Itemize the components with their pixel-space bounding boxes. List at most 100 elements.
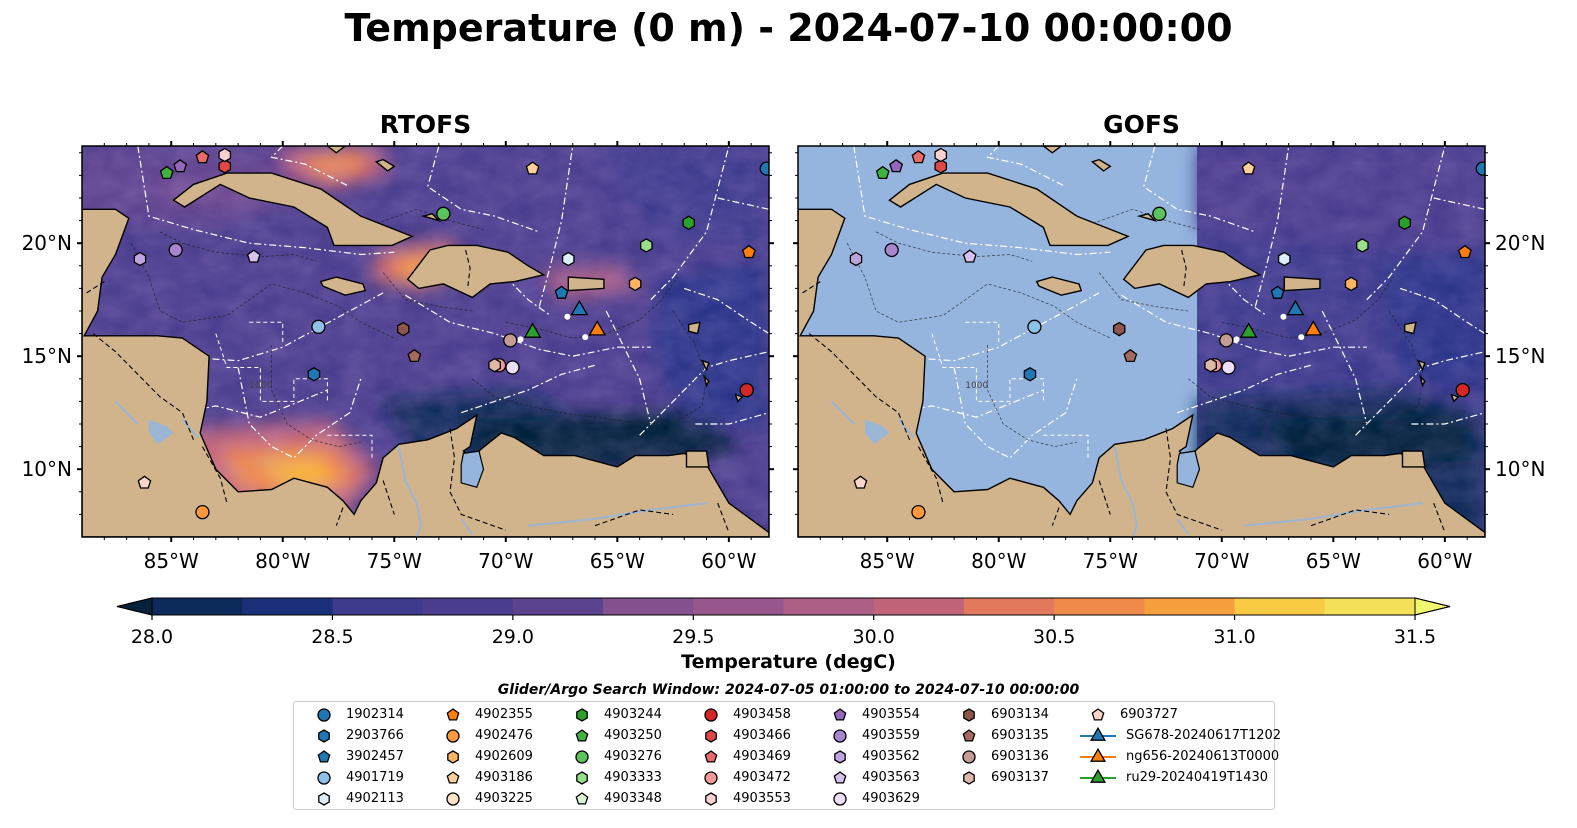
legend-shape (1091, 708, 1105, 721)
legend-shape (834, 750, 846, 764)
country-border (465, 249, 471, 287)
eez-line (1121, 294, 1367, 357)
x-tick-label: 85°W (144, 549, 199, 573)
bathymetry-contour (846, 243, 1111, 339)
colorbar-tick-label: 31.5 (1394, 626, 1436, 648)
y-tick-label: 15°N (22, 344, 72, 368)
eez-line (1366, 146, 1446, 301)
lake (148, 419, 174, 445)
glider-marker-SG678-20240617T1202 (570, 299, 589, 316)
legend-item-label: 6903137 (991, 770, 1049, 785)
obs-marker-4902609 (1344, 276, 1358, 292)
eez-line (1177, 364, 1312, 414)
legend-item-label: 4902476 (475, 728, 533, 743)
glider-track-ru29-20240419T1430 (1233, 336, 1240, 343)
legend-marker-icon (963, 771, 975, 785)
obs-marker-4903466 (934, 159, 948, 174)
glider-marker-ng656-20240613T0000 (1304, 320, 1323, 336)
eez-line (538, 146, 574, 307)
eez-line (405, 294, 651, 357)
river (897, 418, 915, 439)
legend-item-label: 4902609 (475, 749, 533, 764)
bathymetry-contour (382, 272, 473, 312)
x-tick-label: 80°W (971, 549, 1026, 573)
y-tick-label: 15°N (1495, 344, 1545, 368)
legend-shape (962, 750, 976, 764)
eez-line (986, 146, 1066, 188)
legend-item-label: 3902457 (346, 749, 404, 764)
legend-item-label: 4903563 (862, 770, 920, 785)
legend-item-label: SG678-20240617T1202 (1126, 728, 1282, 743)
obs-marker-2903766 (307, 367, 321, 382)
obs-marker-4903553 (218, 147, 232, 163)
legend-marker-icon (575, 792, 589, 805)
glider-track-ru29-20240419T1430 (517, 336, 524, 343)
legend-marker-icon (833, 771, 847, 784)
obs-marker-3902457 (1270, 285, 1285, 299)
country-border (449, 428, 506, 531)
land (888, 172, 1130, 247)
legend-marker-icon (834, 750, 846, 764)
eez-line (137, 146, 395, 256)
y-tick-label: 20°N (1495, 231, 1545, 255)
land (567, 276, 605, 292)
colorbar-extend-high (1414, 597, 1451, 616)
legend-item-label: 4902113 (346, 791, 404, 806)
land (420, 213, 442, 223)
obs-marker-4903553 (934, 147, 948, 163)
colorbar-tick-label: 30.5 (1033, 626, 1075, 648)
obs-marker-4903276 (436, 206, 451, 221)
legend-marker-icon (317, 750, 331, 763)
colorbar: 28.0 28.5 29.0 29.5 30.0 30.5 31.0 31.5 (116, 597, 1451, 648)
glider-track-SG678-20240617T1202 (564, 313, 571, 320)
glider-marker-ng656-20240613T0000 (588, 320, 607, 336)
legend-shape (576, 708, 588, 722)
land (1450, 393, 1460, 403)
obs-marker-4902113 (561, 251, 575, 267)
legend-marker-icon (704, 771, 718, 785)
eez-line (639, 351, 769, 436)
colorbar-segment (512, 598, 604, 615)
colorbar-segment (1054, 598, 1145, 615)
legend-marker-icon (1080, 726, 1116, 741)
legend-item-label: 4903469 (733, 749, 791, 764)
land (703, 374, 710, 388)
legend-item-label: 4901719 (346, 770, 404, 785)
legend-shape (575, 792, 589, 805)
eez-line (1355, 351, 1485, 436)
bathymetry-contour (987, 344, 1077, 448)
lake (864, 419, 890, 445)
legend-title: Glider/Argo Search Window: 2024-07-05 01… (497, 682, 1080, 698)
obs-marker-4903333 (1356, 238, 1369, 253)
land (1090, 158, 1112, 172)
eez-line (1433, 197, 1485, 210)
river (1243, 502, 1423, 527)
legend-shape (576, 771, 588, 785)
legend-shape (317, 750, 331, 763)
obs-marker-4903186 (525, 161, 540, 175)
legend: 1902314 2903766 3902457 4901719 4902113 49023… (293, 701, 1281, 810)
eez-line (717, 197, 769, 210)
country-border (201, 446, 228, 504)
legend-shape (447, 750, 459, 764)
country-border (1181, 249, 1187, 287)
legend-marker-icon (318, 792, 330, 806)
legend-shape (705, 729, 717, 743)
obs-marker-4903559 (884, 242, 899, 258)
colorbar-segment (1324, 598, 1416, 615)
country-border (86, 281, 105, 294)
colorbar-segment (603, 598, 694, 615)
glider-track-ng656-20240613T0000 (1298, 334, 1305, 341)
legend-shape (833, 729, 847, 743)
colorbar-segment (783, 598, 875, 615)
land (1042, 146, 1063, 154)
obs-marker-4901719 (311, 319, 326, 334)
obs-marker-4902355 (1457, 244, 1472, 259)
panel-title-gofs: GOFS (1103, 110, 1180, 139)
map-frame (797, 145, 1486, 538)
legend-marker-icon (704, 708, 718, 722)
legend-item-label: 4902355 (475, 707, 533, 722)
country-border (1051, 507, 1060, 526)
obs-marker-4903629 (1221, 360, 1236, 375)
glider-track-ng656-20240613T0000 (582, 334, 589, 341)
